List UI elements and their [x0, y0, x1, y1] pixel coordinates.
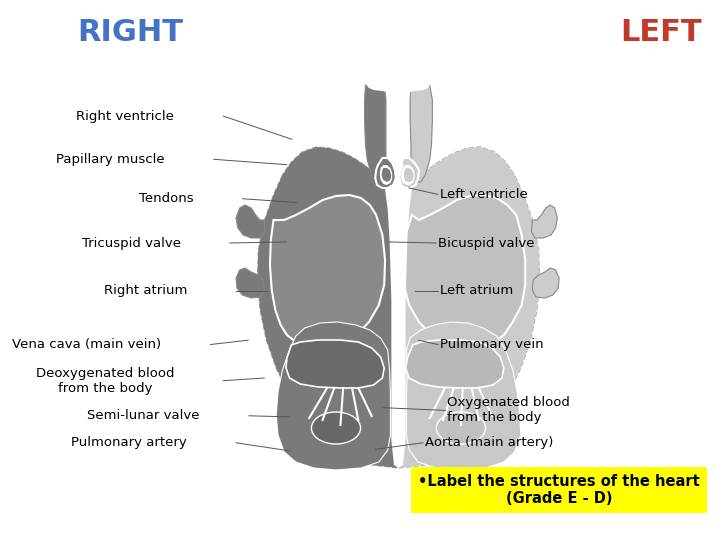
Polygon shape [364, 59, 433, 102]
Text: Bicuspid valve: Bicuspid valve [438, 237, 534, 249]
Polygon shape [400, 158, 419, 188]
Polygon shape [532, 268, 559, 298]
Text: •Label the structures of the heart
(Grade E - D): •Label the structures of the heart (Grad… [418, 474, 700, 506]
Polygon shape [364, 82, 388, 182]
Polygon shape [276, 322, 390, 470]
Polygon shape [403, 195, 525, 347]
Polygon shape [286, 340, 384, 388]
Text: RIGHT: RIGHT [77, 18, 183, 47]
Polygon shape [382, 168, 392, 182]
Polygon shape [385, 181, 412, 468]
Polygon shape [236, 205, 264, 238]
Polygon shape [375, 158, 396, 188]
Text: Tendons: Tendons [139, 192, 194, 205]
Text: Papillary muscle: Papillary muscle [56, 153, 165, 166]
Polygon shape [404, 168, 414, 182]
Polygon shape [409, 82, 433, 182]
Polygon shape [270, 195, 385, 347]
Text: Vena cava (main vein): Vena cava (main vein) [12, 338, 161, 351]
Polygon shape [531, 205, 557, 238]
Polygon shape [379, 165, 392, 185]
Polygon shape [398, 147, 539, 468]
Polygon shape [405, 340, 504, 388]
Polygon shape [258, 147, 398, 468]
Text: Left atrium: Left atrium [440, 284, 513, 297]
Polygon shape [401, 165, 415, 185]
Ellipse shape [312, 412, 361, 444]
Text: Deoxygenated blood
from the body: Deoxygenated blood from the body [36, 367, 174, 395]
Text: Semi-lunar valve: Semi-lunar valve [87, 409, 200, 422]
Text: Pulmonary artery: Pulmonary artery [71, 436, 187, 449]
Text: Aorta (main artery): Aorta (main artery) [425, 436, 553, 449]
Polygon shape [393, 158, 404, 175]
Text: Pulmonary vein: Pulmonary vein [440, 338, 544, 351]
Text: Tricuspid valve: Tricuspid valve [81, 237, 181, 249]
Ellipse shape [436, 412, 485, 444]
Text: LEFT: LEFT [621, 18, 702, 47]
Text: Right atrium: Right atrium [104, 284, 187, 297]
Text: Left ventricle: Left ventricle [440, 188, 528, 201]
Text: Right ventricle: Right ventricle [76, 110, 174, 123]
Polygon shape [236, 268, 264, 298]
Polygon shape [407, 322, 521, 470]
Text: Oxygenated blood
from the body: Oxygenated blood from the body [447, 396, 570, 424]
Polygon shape [386, 74, 410, 89]
